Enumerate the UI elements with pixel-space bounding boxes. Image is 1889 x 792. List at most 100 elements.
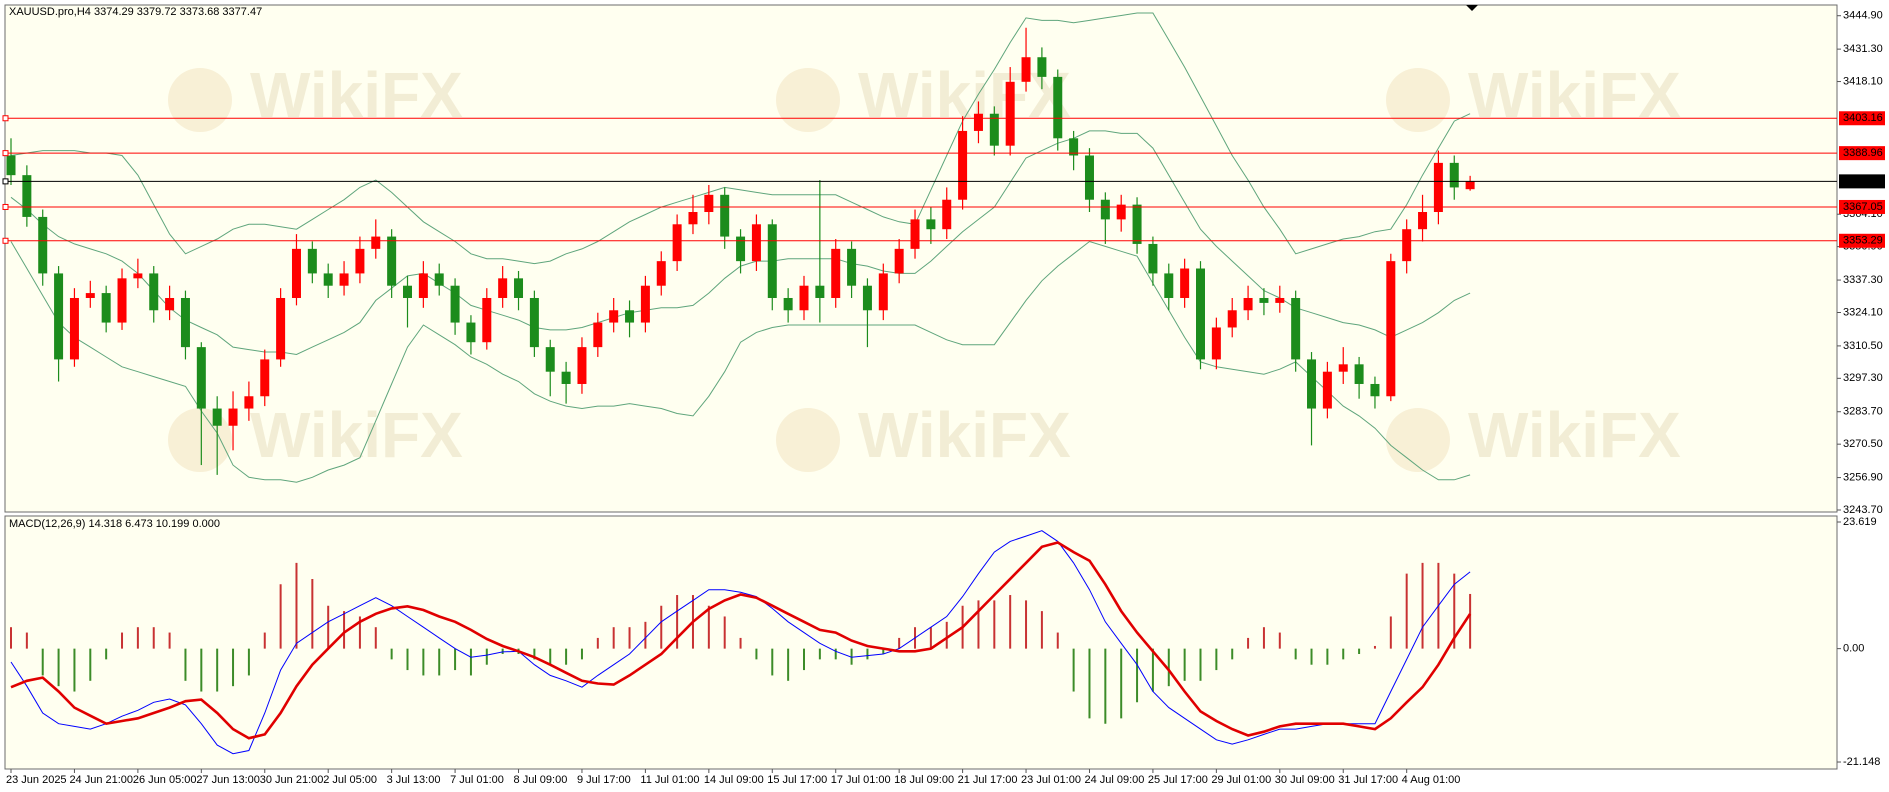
level-label-box <box>1839 199 1885 214</box>
candle-body <box>736 236 746 262</box>
candle-body <box>1180 268 1190 298</box>
y-tick-label: 3283.70 <box>1843 406 1883 418</box>
y-tick-label: 3256.90 <box>1843 471 1883 483</box>
candle-body <box>783 297 793 311</box>
x-tick-label: 3 Jul 13:00 <box>387 774 441 786</box>
y-tick-label: 3324.10 <box>1843 306 1883 318</box>
candle-body <box>371 236 381 249</box>
candle-body <box>1021 57 1031 82</box>
candle-body <box>403 285 412 298</box>
candle-body <box>1037 57 1047 77</box>
candle-body <box>1069 138 1079 156</box>
candle-body <box>1116 204 1126 220</box>
candle-body <box>751 224 761 262</box>
x-tick-label: 15 Jul 17:00 <box>767 774 827 786</box>
y-tick-label: 3418.10 <box>1843 75 1883 87</box>
x-tick-label: 27 Jun 13:00 <box>196 774 260 786</box>
candle-body <box>1227 310 1237 328</box>
candle-body <box>1053 76 1063 139</box>
candle-body <box>1402 229 1412 262</box>
level-label: 3377.47 <box>1843 175 1883 187</box>
level-label: 3353.29 <box>1843 235 1883 247</box>
candle-body <box>196 347 206 409</box>
candle-body <box>1418 212 1428 230</box>
y-tick-label: 3243.70 <box>1843 504 1883 516</box>
candle-body <box>561 371 571 384</box>
candle-body <box>291 248 301 298</box>
candle-body <box>434 273 444 286</box>
candle-body <box>466 322 476 343</box>
candle-body <box>1338 364 1348 372</box>
candle-body <box>545 347 555 372</box>
candle-body <box>1449 162 1459 188</box>
level-anchor <box>2 115 9 122</box>
candle-body <box>1322 371 1332 409</box>
x-tick-label: 24 Jul 09:00 <box>1084 774 1144 786</box>
candle-body <box>799 285 809 311</box>
candle-body <box>815 285 825 298</box>
candle-body <box>1148 243 1158 274</box>
candle-body <box>1465 181 1475 190</box>
watermark: WikiFX <box>858 59 1071 131</box>
candle-body <box>1275 297 1285 303</box>
level-label-box <box>1839 174 1885 189</box>
x-tick-label: 8 Jul 09:00 <box>514 774 568 786</box>
candle-body <box>514 278 524 298</box>
candle-body <box>847 248 857 286</box>
watermark: WikiFX <box>858 399 1071 471</box>
candle-body <box>1100 199 1110 220</box>
candle-body <box>1084 155 1094 200</box>
candle-body <box>942 199 952 230</box>
candle-body <box>22 175 32 217</box>
y-tick-label: 0.00 <box>1843 643 1864 655</box>
candle-body <box>529 297 539 348</box>
candle-body <box>165 297 175 311</box>
level-anchor <box>2 237 9 244</box>
x-tick-label: 11 Jul 01:00 <box>640 774 699 786</box>
candle-body <box>244 396 254 409</box>
x-tick-label: 18 Jul 09:00 <box>894 774 954 786</box>
y-tick-label: 3431.30 <box>1843 43 1883 55</box>
candle-body <box>498 278 508 298</box>
candle-body <box>831 248 841 298</box>
candle-body <box>482 297 492 343</box>
candle-body <box>1005 81 1015 146</box>
macd-panel <box>4 515 1838 770</box>
x-tick-label: 14 Jul 09:00 <box>704 774 764 786</box>
candle-body <box>101 293 111 323</box>
candle-body <box>260 359 270 397</box>
candle-body <box>593 322 603 348</box>
x-tick-label: 25 Jul 17:00 <box>1148 774 1208 786</box>
candle-body <box>688 212 698 225</box>
x-tick-label: 23 Jul 01:00 <box>1021 774 1081 786</box>
watermark-logo <box>1386 408 1450 472</box>
candle-body <box>767 224 777 298</box>
candle-body <box>1307 359 1317 409</box>
candle-body <box>1291 297 1301 360</box>
candle-body <box>276 297 286 360</box>
candle-body <box>672 224 682 262</box>
candle-body <box>878 273 888 311</box>
candle-body <box>609 310 619 323</box>
watermark-logo <box>776 68 840 132</box>
candle-body <box>1132 204 1142 244</box>
candle-body <box>656 261 666 286</box>
y-tick-label: 3337.30 <box>1843 274 1883 286</box>
candle-body <box>418 273 428 298</box>
x-tick-label: 30 Jun 21:00 <box>260 774 324 786</box>
candle-body <box>387 236 397 286</box>
x-tick-label: 30 Jul 09:00 <box>1275 774 1335 786</box>
level-anchor <box>2 178 9 185</box>
candle-body <box>1243 297 1253 311</box>
candle-body <box>54 273 64 360</box>
level-anchor <box>2 150 9 157</box>
candle-body <box>910 219 920 249</box>
candle-body <box>355 248 365 274</box>
candle-body <box>894 248 904 274</box>
candle-body <box>1211 327 1221 360</box>
candle-body <box>1259 297 1269 303</box>
candle-body <box>117 278 127 323</box>
x-tick-label: 29 Jul 01:00 <box>1211 774 1271 786</box>
y-tick-label: -21.148 <box>1843 756 1880 768</box>
